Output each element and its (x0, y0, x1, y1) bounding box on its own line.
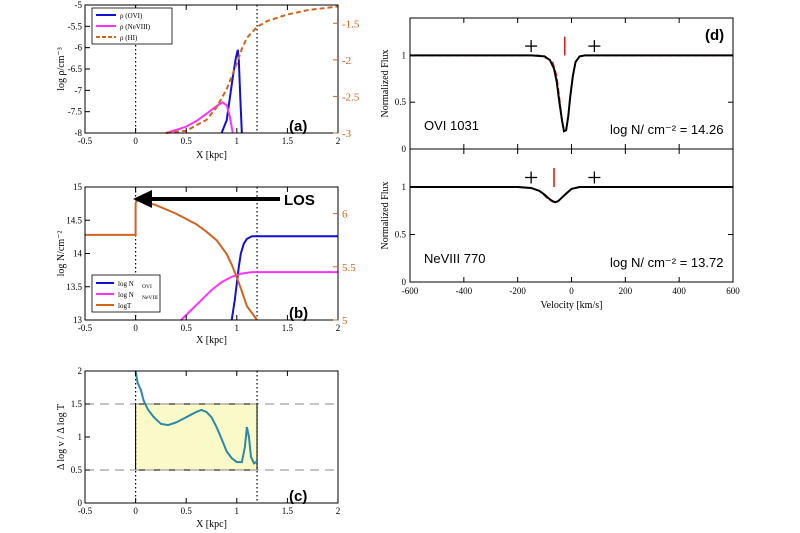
panel-label: (a) (289, 118, 307, 135)
panel-b: -0.5 0 0.5 1 1.5 2 13 13.5 14 14.5 15 5 5.5 6 X [kpc] l… (56, 182, 356, 346)
y2-tick-label: 5.5 (342, 262, 356, 274)
x-tick-label: 2 (336, 136, 341, 146)
flux-line (410, 54, 733, 133)
y-tick-label: 14 (73, 249, 83, 259)
y-tick-label: 0 (78, 498, 83, 508)
panel-d: 0 0.5 1 Normalized Flux OVI 1031 log N/ cm⁻² … (380, 17, 740, 311)
x-tick-label: -600 (402, 286, 419, 296)
y-axis-label: log ρ/cm⁻³ (56, 47, 67, 91)
x-tick-label: -0.5 (78, 136, 93, 146)
legend-subscript: NeVIII (142, 295, 158, 301)
los-arrow-head (133, 190, 152, 208)
series-line-hi (165, 5, 339, 134)
flux-line (410, 186, 733, 204)
panel-a: -0.5 0 0.5 1 1.5 2 -8 -7.5 -7 -6.5 -6 -5.5 -5 -3 -2.5 -… (56, 0, 360, 161)
y-tick-label: -7.5 (68, 107, 83, 117)
series-line-neviii (165, 101, 234, 134)
x-tick-label: 600 (726, 286, 740, 296)
y-tick-label: -6.5 (68, 64, 83, 74)
x-tick-label: 200 (619, 286, 633, 296)
y2-tick-label: 6 (342, 209, 348, 221)
y-tick-label: 13.5 (66, 282, 82, 292)
x-tick-label: 0.5 (181, 136, 193, 146)
y2-tick-label: -3 (342, 128, 352, 140)
x-axis-label: X [kpc] (196, 335, 227, 346)
legend-label: logT (118, 302, 132, 310)
highlight-band (135, 403, 258, 471)
x-tick-label: 1.5 (282, 136, 294, 146)
y-tick-label: 0.5 (395, 97, 407, 107)
x-tick-label: 0 (133, 136, 138, 146)
panel-label: (c) (289, 488, 307, 505)
y-tick-label: 13 (73, 315, 83, 325)
y-tick-label: 0.5 (395, 230, 407, 240)
y-tick-label: 0.5 (71, 465, 83, 475)
y2-tick-label: -2 (342, 55, 351, 67)
y-tick-label: 0 (402, 144, 407, 154)
y-tick-label: 1.5 (71, 399, 83, 409)
ion-label: OVI 1031 (424, 118, 479, 133)
los-label: LOS (284, 192, 315, 209)
y-axis-label: Δ log v / Δ log T (56, 404, 67, 470)
y-tick-label: 14.5 (66, 215, 82, 225)
y-tick-label: -5 (75, 0, 83, 10)
panel-c: -0.5 0 0.5 1 1.5 200.511.52X [kpc]Δ log v / Δ… (56, 366, 340, 530)
x-tick-label: 0.5 (181, 506, 193, 516)
x-tick-label: 1 (235, 136, 240, 146)
legend-label: log N (118, 280, 134, 288)
legend-label: ρ (OVI) (120, 12, 143, 20)
series-line-ovi (220, 49, 243, 134)
ion-label: NeVIII 770 (424, 251, 485, 266)
legend-label: log N (118, 291, 134, 299)
legend-label: ρ (HI) (120, 34, 138, 42)
y2-tick-label: -2.5 (342, 91, 360, 103)
y-tick-label: -7 (75, 85, 83, 95)
y-tick-label: 1 (402, 50, 407, 60)
y-tick-label: 1 (78, 432, 83, 442)
x-tick-label: 2 (336, 323, 341, 333)
x-axis-label: X [kpc] (196, 150, 227, 161)
x-tick-label: 1.5 (282, 506, 294, 516)
x-tick-label: 0 (133, 506, 138, 516)
x-axis-label: X [kpc] (196, 519, 227, 530)
x-tick-label: 0 (569, 286, 574, 296)
panel-label: (b) (289, 305, 308, 322)
y-axis-label: Normalized Flux (380, 49, 391, 117)
y-axis-label: log N/cm⁻² (56, 231, 67, 277)
y2-tick-label: -1.5 (342, 18, 360, 30)
y-tick-label: 0 (402, 277, 407, 287)
y2-tick-label: 5 (342, 315, 348, 327)
x-tick-label: 0.5 (181, 323, 193, 333)
x-tick-label: 1 (235, 506, 240, 516)
legend: log N OVI log N NeVIII logT (91, 274, 161, 313)
x-tick-label: 1.5 (282, 323, 294, 333)
y-tick-label: 2 (78, 366, 83, 376)
panel-label: (d) (705, 27, 724, 44)
legend-label: ρ (NeVIII) (120, 23, 151, 31)
series-line-neviii (180, 271, 338, 321)
y-tick-label: -8 (75, 128, 83, 138)
x-tick-label: -0.5 (78, 506, 93, 516)
legend-subscript: OVI (142, 284, 152, 290)
series-line-temp (85, 198, 258, 321)
column-density-label: log N/ cm⁻² = 13.72 (610, 255, 723, 270)
series-line-gradient (134, 370, 258, 465)
y-tick-label: -6 (75, 43, 83, 53)
x-tick-label: 1 (235, 323, 240, 333)
y-tick-label: 1 (402, 182, 407, 192)
series-line-ovi (230, 235, 338, 321)
x-tick-label: -0.5 (78, 323, 93, 333)
x-tick-label: 0 (133, 323, 138, 333)
y-tick-label: 15 (73, 182, 83, 192)
x-tick-label: 400 (672, 286, 686, 296)
y-axis-label: Normalized Flux (380, 181, 391, 249)
column-density-label: log N/ cm⁻² = 14.26 (610, 122, 723, 137)
legend: ρ (OVI) ρ (NeVIII) ρ (HI) (91, 7, 173, 45)
x-tick-label: 2 (336, 506, 341, 516)
y-tick-label: -5.5 (68, 21, 83, 31)
x-tick-label: -200 (509, 286, 526, 296)
x-axis-label: Velocity [km/s] (541, 300, 603, 311)
x-tick-label: -400 (456, 286, 473, 296)
